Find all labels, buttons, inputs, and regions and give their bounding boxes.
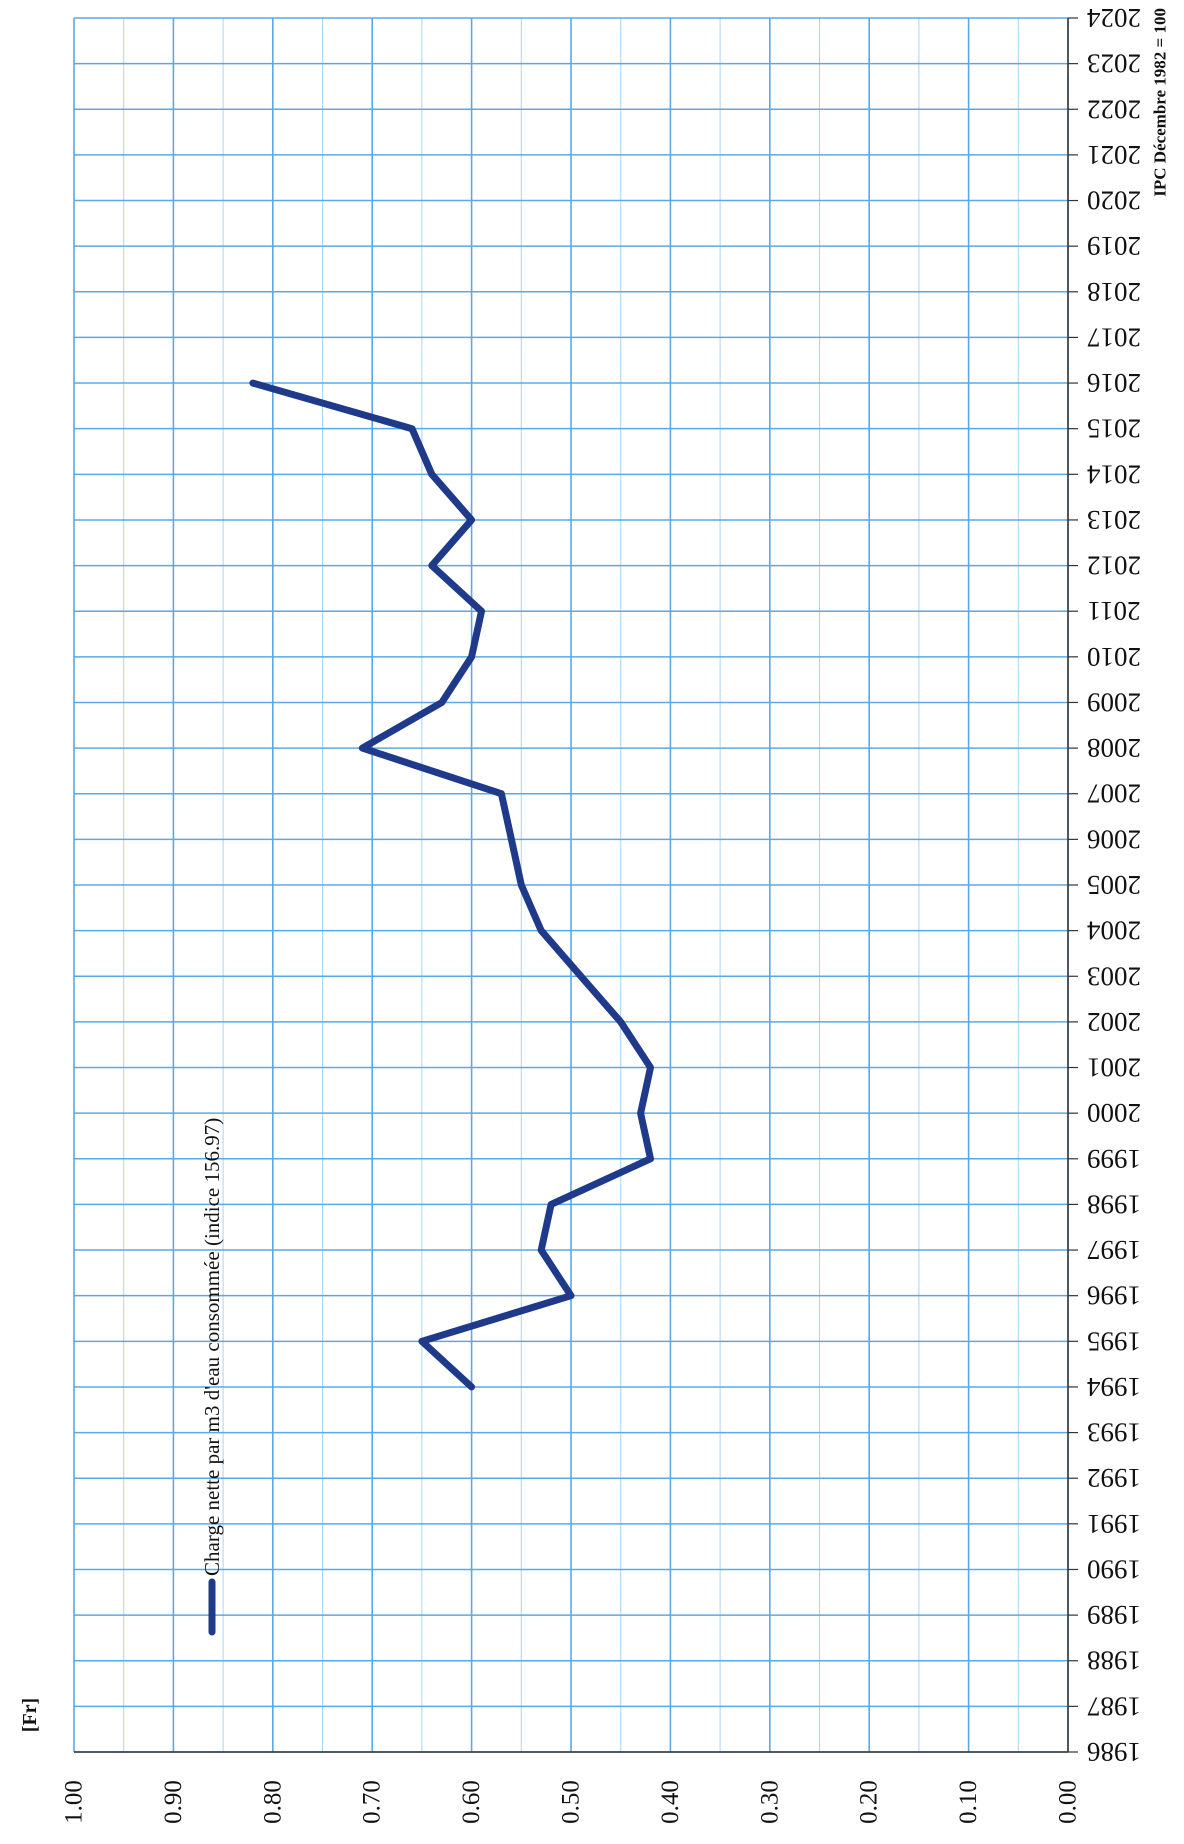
year-tick-label: 2020 [1087, 186, 1141, 216]
year-tick-label: 2022 [1087, 94, 1141, 124]
data-point [428, 471, 435, 478]
data-point [577, 973, 584, 980]
data-point [249, 380, 256, 387]
data-point [438, 699, 445, 706]
year-tick-label: 1996 [1087, 1281, 1141, 1311]
year-tick-label: 2013 [1087, 505, 1141, 535]
year-tick-label: 2006 [1087, 824, 1141, 854]
year-tick-label: 1991 [1087, 1509, 1141, 1539]
index-note: IPC Décembre 1982 = 100 [1151, 8, 1170, 197]
year-tick-label: 1988 [1087, 1646, 1141, 1676]
data-point [647, 1064, 654, 1071]
year-tick-label: 2016 [1087, 368, 1141, 398]
major-grid [73, 17, 1069, 1753]
series-layer [249, 379, 654, 1391]
data-point [468, 653, 475, 660]
year-tick-label: 2003 [1087, 961, 1141, 991]
year-tick-label: 1990 [1087, 1554, 1141, 1584]
data-point [468, 516, 475, 523]
year-tick-label: 1999 [1087, 1144, 1141, 1174]
year-tick-label: 2007 [1087, 779, 1141, 809]
year-tick-label: 2014 [1087, 459, 1142, 489]
data-point [468, 1383, 475, 1390]
value-tick-label: 1.00 [61, 1780, 88, 1824]
year-tick-label: 2024 [1087, 3, 1142, 33]
year-tick-label: 2023 [1087, 49, 1141, 79]
year-tick-label: 2002 [1087, 1007, 1141, 1037]
year-tick-label: 2001 [1087, 1053, 1141, 1083]
legend: Charge nette par m3 d'eau consommée (ind… [200, 1118, 224, 1636]
year-tick-label: 2004 [1087, 916, 1142, 946]
data-point [538, 1247, 545, 1254]
data-point [408, 425, 415, 432]
year-tick-label: 2011 [1088, 596, 1141, 626]
year-tick-label: 2015 [1087, 414, 1141, 444]
value-tick-label: 0.80 [259, 1780, 286, 1824]
year-tick-label: 1994 [1087, 1372, 1142, 1402]
year-tick-label: 1992 [1087, 1463, 1141, 1493]
data-point [538, 927, 545, 934]
value-tick-label: 0.50 [558, 1780, 585, 1824]
axes [74, 17, 1078, 1753]
year-tick-label: 2010 [1087, 642, 1141, 672]
value-tick-label: 0.20 [856, 1780, 883, 1824]
year-tick-label: 1986 [1087, 1737, 1141, 1767]
value-tick-label: 0.70 [359, 1780, 386, 1824]
data-point [478, 608, 485, 615]
value-tick-label: 0.40 [657, 1780, 684, 1824]
unit-label: [Fr] [19, 1698, 41, 1732]
data-point [518, 882, 525, 888]
year-tick-label: 1993 [1087, 1418, 1141, 1448]
value-tick-label: 0.00 [1055, 1780, 1082, 1824]
year-tick-label: 2017 [1087, 322, 1141, 352]
data-point [359, 745, 366, 752]
year-tick-labels: 1986 1987 1988 1989 1990 1991 1992 1993 1994 1995… [1087, 3, 1142, 1767]
data-point [568, 1292, 574, 1299]
legend-label: Charge nette par m3 d'eau consommée (ind… [200, 1118, 224, 1576]
year-tick-label: 2009 [1087, 687, 1141, 717]
year-tick-label: 2019 [1087, 231, 1141, 261]
data-point [637, 1110, 644, 1117]
year-tick-label: 2012 [1087, 551, 1141, 581]
value-tick-label: 0.30 [756, 1780, 783, 1824]
value-tick-label: 0.60 [458, 1780, 485, 1824]
year-tick-label: 1997 [1087, 1235, 1141, 1265]
year-tick-label: 1987 [1087, 1691, 1141, 1721]
year-tick-label: 2021 [1087, 140, 1141, 170]
data-point [647, 1155, 654, 1162]
data-point [508, 836, 515, 843]
year-tick-label: 2005 [1087, 870, 1141, 900]
data-point [428, 562, 435, 569]
year-tick-label: 2000 [1087, 1098, 1141, 1128]
year-tick-label: 2018 [1087, 277, 1141, 307]
year-tick-label: 2008 [1087, 733, 1141, 763]
year-tick-label: 1989 [1087, 1600, 1141, 1630]
value-tick-label: 0.10 [955, 1780, 982, 1824]
data-point [418, 1338, 425, 1345]
data-point [498, 790, 505, 797]
data-point [617, 1018, 624, 1025]
year-tick-label: 1998 [1087, 1189, 1141, 1219]
value-tick-label: 0.90 [160, 1780, 187, 1824]
data-point [548, 1201, 555, 1208]
year-tick-label: 1995 [1087, 1326, 1141, 1356]
value-tick-labels: 0.00 0.10 0.20 0.30 0.40 0.50 0.60 0.70 0.80 0.90… [61, 1780, 1082, 1824]
